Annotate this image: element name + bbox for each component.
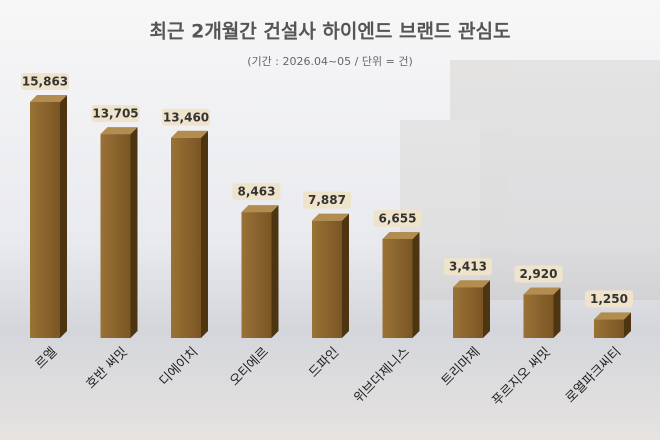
- bar: [453, 287, 483, 338]
- value-label-box: [91, 105, 140, 123]
- bar-side: [342, 213, 349, 338]
- bar-top: [30, 95, 67, 102]
- bar-top: [594, 312, 631, 320]
- bar-side: [553, 287, 561, 338]
- value-label-box: [444, 258, 492, 276]
- bar-top: [312, 213, 349, 221]
- bar-top: [382, 231, 420, 239]
- bar-side: [412, 231, 420, 338]
- value-label: 1,250: [590, 292, 628, 306]
- value-label: 13,460: [163, 110, 209, 124]
- chart-title: 최근 2개월간 건설사 하이엔드 브랜드 관심도: [150, 21, 511, 43]
- bar: [594, 319, 624, 338]
- value-label: 15,863: [22, 75, 68, 89]
- value-label: 13,705: [92, 107, 138, 121]
- value-label: 2,920: [520, 267, 558, 281]
- bar-side: [483, 280, 490, 338]
- bar: [100, 134, 131, 338]
- bar: [171, 137, 201, 338]
- value-label-box: [162, 108, 210, 126]
- bar: [382, 238, 413, 338]
- bar-top: [171, 130, 208, 138]
- bar-side: [271, 205, 279, 338]
- bar: [312, 220, 342, 338]
- value-label: 7,887: [308, 193, 346, 207]
- bar: [523, 294, 554, 338]
- bar-top: [241, 205, 279, 213]
- value-label-box: [232, 183, 281, 201]
- bar: [30, 102, 60, 338]
- bar: [241, 212, 272, 338]
- bar-top: [453, 280, 490, 288]
- value-label: 3,413: [449, 260, 487, 274]
- value-label: 8,463: [238, 185, 276, 199]
- value-label-box: [585, 290, 633, 308]
- bar-side: [624, 312, 631, 338]
- bar-side: [130, 127, 138, 338]
- value-label: 6,655: [379, 211, 417, 225]
- bar-top: [523, 287, 561, 295]
- bar-side: [201, 130, 208, 338]
- bar-side: [60, 95, 67, 338]
- value-label-box: [373, 209, 422, 227]
- bar-top: [100, 127, 138, 135]
- chart-subtitle: (기간 : 2026.04~05 / 단위 = 건): [247, 55, 413, 68]
- value-label-box: [514, 265, 563, 283]
- value-label-box: [303, 191, 351, 209]
- value-label-box: [21, 73, 69, 90]
